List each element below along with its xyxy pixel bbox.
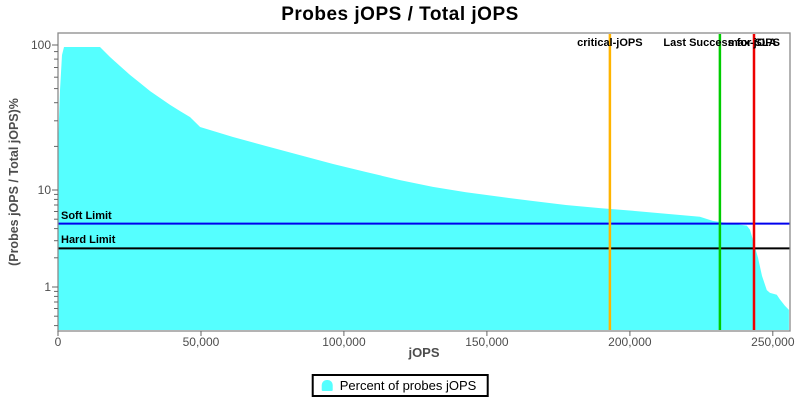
chart-title: Probes jOPS / Total jOPS — [281, 4, 519, 25]
plot-border — [57, 32, 791, 332]
hline-label-hard-limit: Hard Limit — [61, 234, 116, 247]
vline-label-critical-jops: critical-jOPS — [577, 37, 643, 49]
x-axis-label: jOPS — [408, 345, 440, 360]
area-series-percent-of-probes-jops — [58, 47, 789, 330]
x-axis-tick-label: 200,000 — [608, 335, 652, 349]
legend-series-marker-icon — [321, 380, 333, 391]
y-axis-tick-label: 100 — [30, 38, 51, 52]
hline-label-soft-limit: Soft Limit — [61, 209, 112, 222]
x-axis-tick-label: 0 — [54, 335, 62, 349]
x-axis-tick-label: 150,000 — [465, 335, 509, 349]
vline-label-max-jops: max-jOPS — [727, 37, 780, 49]
y-axis-tick-label: 1 — [44, 280, 51, 294]
vline-label-last-success-for-sla: Last Success for SLA — [663, 37, 777, 49]
y-axis-label: (Probes jOPS / Total jOPS)% — [7, 98, 21, 266]
legend: Percent of probes jOPS — [311, 374, 489, 397]
legend-series-label: Percent of probes jOPS — [339, 378, 477, 393]
y-axis-tick-label: 10 — [37, 183, 51, 197]
x-axis-tick-label: 50,000 — [182, 335, 220, 349]
x-axis-tick-label: 250,000 — [751, 335, 795, 349]
x-axis-tick-label: 100,000 — [322, 335, 366, 349]
